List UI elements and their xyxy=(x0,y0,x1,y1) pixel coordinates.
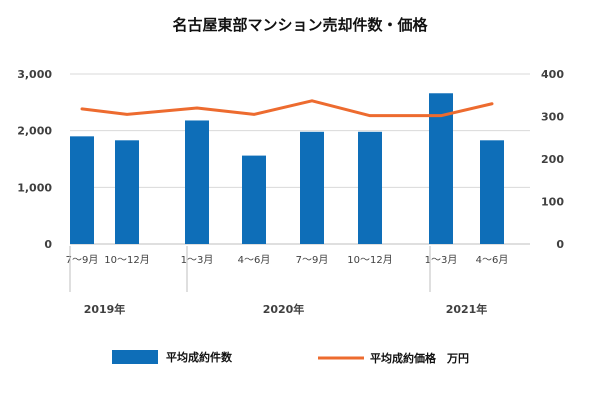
x-tick-label: 10～12月 xyxy=(347,254,392,266)
bar xyxy=(429,93,453,245)
legend: 平均成約件数 平均成約価格 万円 xyxy=(112,350,469,365)
line-layer xyxy=(80,99,494,118)
y-right-tick-label: 0 xyxy=(556,238,564,251)
y-left-tick-label: 0 xyxy=(44,238,52,251)
bar xyxy=(358,131,382,244)
year-group-label: 2020年 xyxy=(263,302,305,316)
line-point xyxy=(491,103,493,105)
axis-layer: 0 1,000 2,000 3,000 0 100 200 300 400 7～9月 10～12月 1… xyxy=(17,68,564,316)
chart-title: 名古屋東部マンション売却件数・価格 xyxy=(172,16,428,34)
x-tick-label: 10～12月 xyxy=(104,254,149,266)
x-tick-label: 7～9月 xyxy=(66,254,99,266)
bar xyxy=(480,140,504,244)
line-point xyxy=(81,108,83,110)
bar xyxy=(300,131,324,244)
y-left-tick-label: 2,000 xyxy=(17,125,52,138)
line-point xyxy=(311,100,313,102)
y-right-tick-label: 200 xyxy=(541,153,564,166)
x-tick-label: 4～6月 xyxy=(476,254,509,266)
year-group-label: 2019年 xyxy=(84,302,126,316)
bar-layer xyxy=(70,93,504,245)
line-point xyxy=(369,115,371,117)
bar xyxy=(242,155,266,244)
y-right-tick-label: 400 xyxy=(541,68,564,81)
line-point xyxy=(196,107,198,109)
legend-bar-label: 平均成約件数 xyxy=(166,350,233,364)
x-tick-label: 1～3月 xyxy=(181,254,214,266)
price-line xyxy=(80,99,494,118)
y-right-tick-label: 300 xyxy=(541,111,564,124)
line-point xyxy=(126,113,128,115)
y-left-tick-label: 1,000 xyxy=(17,181,52,194)
line-point xyxy=(440,115,442,117)
x-tick-label: 7～9月 xyxy=(296,254,329,266)
y-right-tick-label: 100 xyxy=(541,196,564,209)
legend-line-label: 平均成約価格 万円 xyxy=(370,351,469,365)
year-group-label: 2021年 xyxy=(446,302,488,316)
legend-bar-swatch xyxy=(112,350,158,364)
x-tick-label: 1～3月 xyxy=(425,254,458,266)
x-tick-label: 4～6月 xyxy=(238,254,271,266)
bar xyxy=(185,120,209,244)
bar xyxy=(115,140,139,244)
bar xyxy=(70,136,94,244)
line-point xyxy=(253,113,255,115)
y-left-tick-label: 3,000 xyxy=(17,68,52,81)
